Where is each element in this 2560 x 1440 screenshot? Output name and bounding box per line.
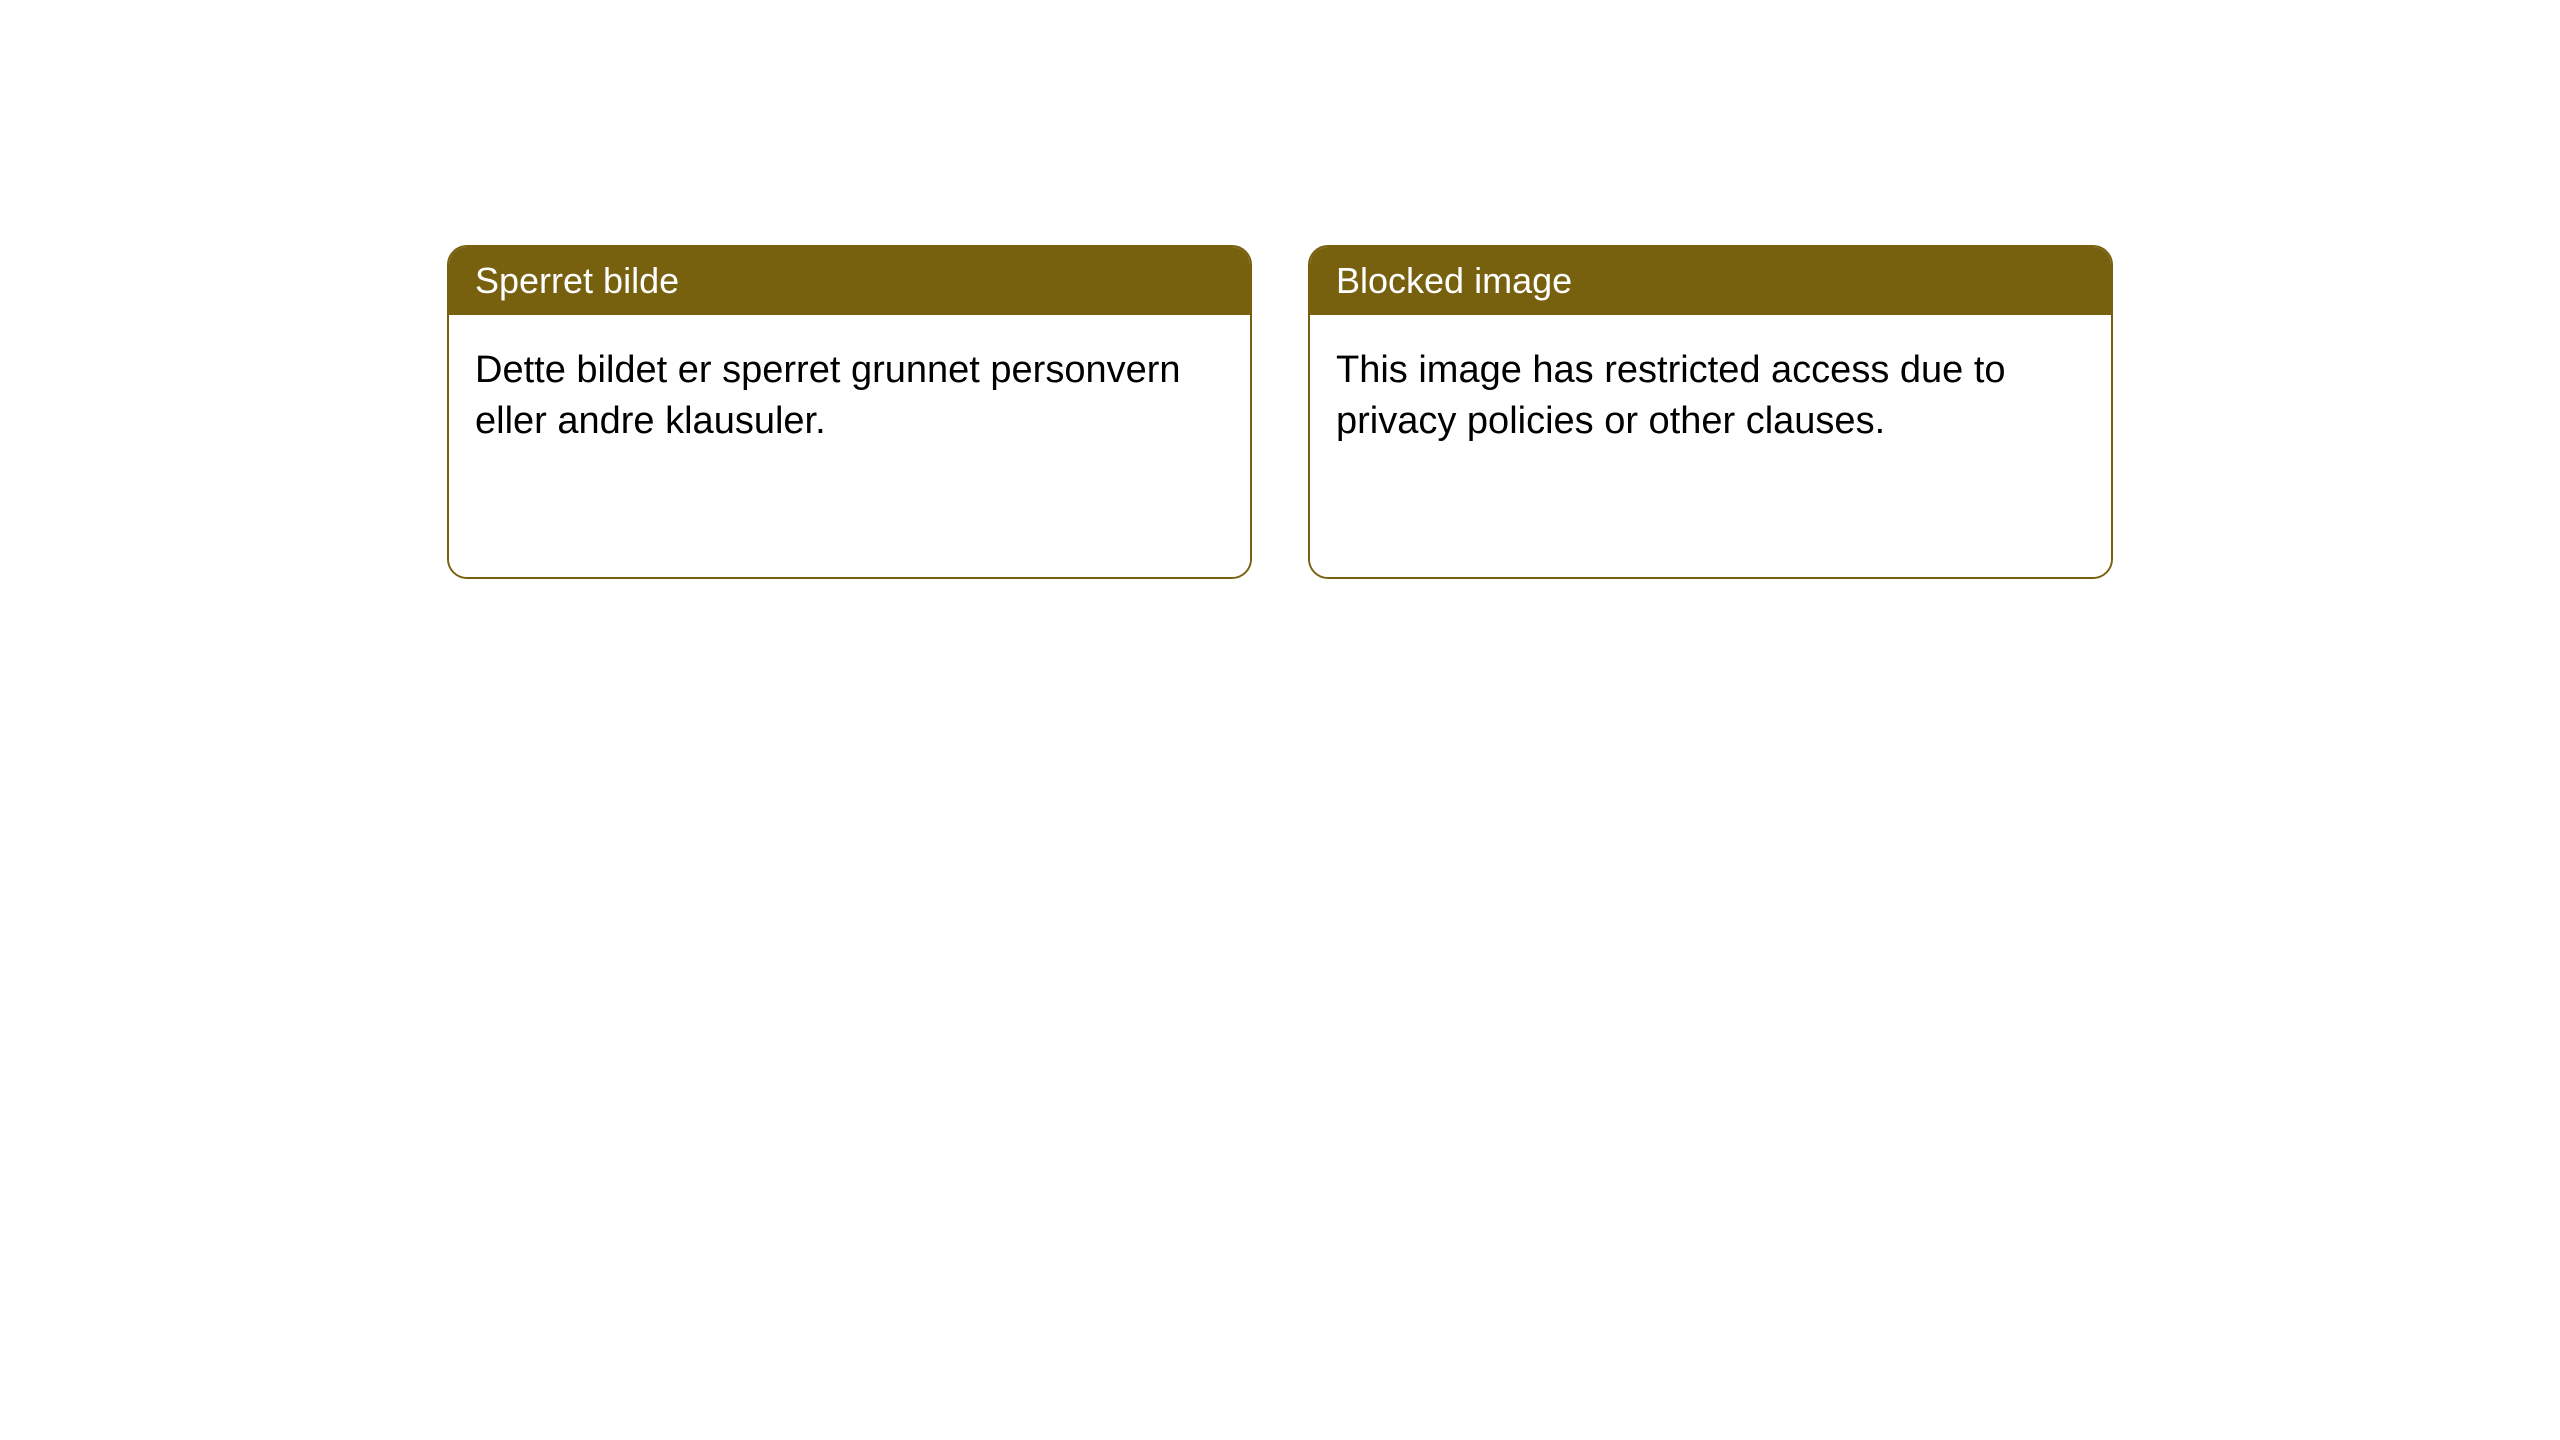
notice-header: Blocked image (1310, 247, 2111, 315)
notice-body-text: Dette bildet er sperret grunnet personve… (475, 349, 1181, 442)
notices-container: Sperret bilde Dette bildet er sperret gr… (447, 245, 2113, 579)
notice-body: This image has restricted access due to … (1310, 315, 2111, 577)
notice-body-text: This image has restricted access due to … (1336, 349, 2006, 442)
notice-body: Dette bildet er sperret grunnet personve… (449, 315, 1250, 577)
notice-title: Sperret bilde (475, 260, 679, 301)
notice-header: Sperret bilde (449, 247, 1250, 315)
notice-card-english: Blocked image This image has restricted … (1308, 245, 2113, 579)
notice-title: Blocked image (1336, 260, 1572, 301)
notice-card-norwegian: Sperret bilde Dette bildet er sperret gr… (447, 245, 1252, 579)
